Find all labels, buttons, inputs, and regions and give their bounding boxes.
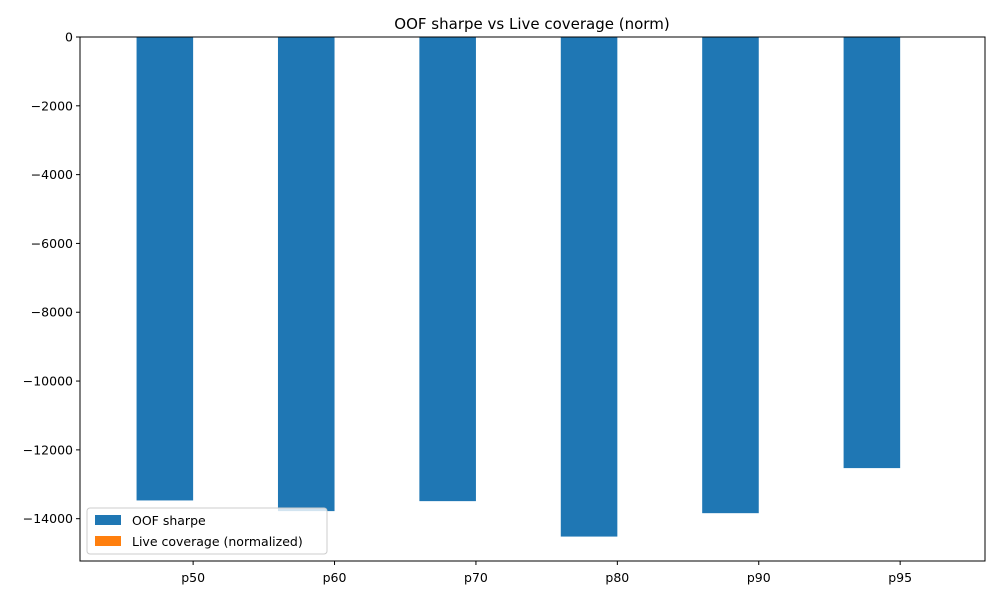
y-tick-label: 0 <box>65 30 73 45</box>
bars-layer <box>136 36 957 537</box>
x-tick-label-p50: p50 <box>181 570 205 585</box>
bar-oof-sharpe-p70 <box>419 37 476 502</box>
legend-swatch-oof-sharpe <box>95 515 121 525</box>
x-axis: p50 p60 p70 p80 p90 p95 <box>181 561 912 585</box>
y-tick-label: −2000 <box>31 98 73 113</box>
bar-oof-sharpe-p50 <box>136 37 194 501</box>
plot-frame <box>79 36 986 562</box>
legend-label-live-coverage: Live coverage (normalized) <box>132 534 303 549</box>
y-tick-label: −6000 <box>31 236 73 251</box>
legend-label-oof-sharpe: OOF sharpe <box>132 513 206 528</box>
legend: OOF sharpe Live coverage (normalized) <box>86 507 328 555</box>
legend-frame <box>86 507 328 555</box>
y-tick-label: −4000 <box>31 167 73 182</box>
bar-oof-sharpe-p90 <box>702 37 759 514</box>
x-tick-label-p70: p70 <box>464 570 488 585</box>
y-axis: 0 −2000 −4000 −6000 −8000 −10000 −12000 −14000 <box>23 30 80 526</box>
x-tick-label-p95: p95 <box>888 570 912 585</box>
y-tick-label: −12000 <box>23 442 73 457</box>
bar-oof-sharpe-p80 <box>560 37 618 537</box>
y-tick-label: −14000 <box>23 511 73 526</box>
chart-title: OOF sharpe vs Live coverage (norm) <box>394 15 669 33</box>
bar-oof-sharpe-p95 <box>843 37 901 469</box>
y-tick-label: −8000 <box>31 305 73 320</box>
x-tick-label-p80: p80 <box>605 570 629 585</box>
bar-oof-sharpe-p60 <box>277 37 335 512</box>
y-tick-label: −10000 <box>23 374 73 389</box>
legend-swatch-live-coverage <box>95 536 121 546</box>
x-tick-label-p60: p60 <box>323 570 347 585</box>
x-tick-label-p90: p90 <box>747 570 771 585</box>
